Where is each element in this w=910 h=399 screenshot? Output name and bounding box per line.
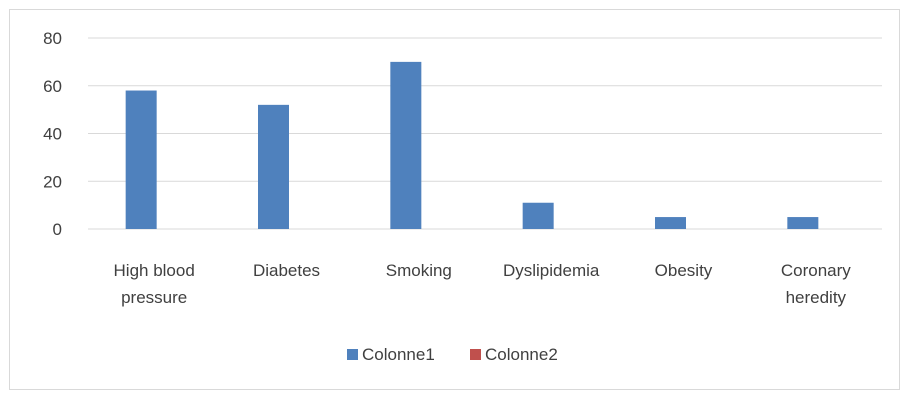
- legend-swatch: [470, 349, 481, 360]
- y-tick-label: 0: [53, 220, 62, 239]
- y-tick-label: 80: [43, 29, 62, 48]
- y-tick-label: 20: [43, 172, 62, 191]
- bar-chart: 0 20 40 60 80 High blood pressure Diabetes Smoki…: [43, 29, 882, 364]
- bar-colonne1-5: [787, 217, 819, 229]
- x-tick-label: High blood: [114, 261, 195, 280]
- x-tick-label: Dyslipidemia: [503, 261, 600, 280]
- x-tick-label: Obesity: [655, 261, 713, 280]
- bar-colonne1-0: [125, 90, 157, 230]
- x-tick-label: Coronary: [781, 261, 851, 280]
- bar-colonne1-1: [258, 104, 289, 229]
- x-tick-label: Diabetes: [253, 261, 320, 280]
- legend-label: Colonne1: [362, 345, 435, 364]
- legend-swatch: [347, 349, 358, 360]
- y-tick-label: 40: [43, 125, 62, 144]
- y-tick-label: 60: [43, 77, 62, 96]
- legend-label: Colonne2: [485, 345, 558, 364]
- x-tick-label: heredity: [786, 288, 847, 307]
- bar-colonne1-4: [655, 217, 686, 229]
- x-tick-label: pressure: [121, 288, 187, 307]
- x-tick-label: Smoking: [386, 261, 452, 280]
- chart-frame: 0 20 40 60 80 High blood pressure Diabetes Smoki…: [9, 9, 900, 390]
- bar-colonne1-2: [390, 61, 422, 229]
- bar-colonne1-3: [522, 202, 554, 229]
